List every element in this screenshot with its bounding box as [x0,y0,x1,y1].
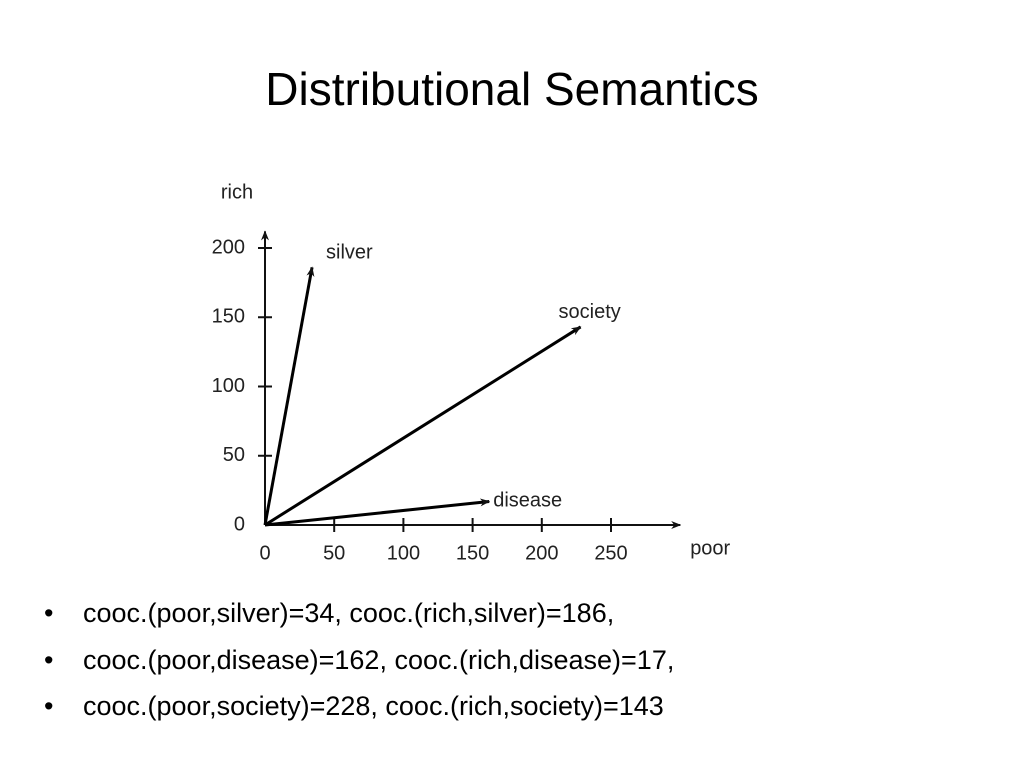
x-tick-label: 0 [259,542,270,564]
x-tick-label: 100 [387,542,420,564]
x-tick-label: 150 [456,542,489,564]
x-tick-label: 250 [594,542,627,564]
bullet-item: cooc.(poor,disease)=162, cooc.(rich,dise… [44,637,674,684]
x-axis-label: poor [690,537,730,559]
y-axis-label: rich [221,182,253,204]
vector-label: silver [326,242,373,264]
x-tick-label: 50 [323,542,345,564]
vector [263,266,315,526]
x-tick-label: 200 [525,542,558,564]
bullet-item: cooc.(poor,society)=228, cooc.(rich,soci… [44,683,674,730]
y-tick-label: 100 [212,375,245,397]
y-tick-label: 150 [212,306,245,328]
vector-label: society [559,301,621,323]
slide-title: Distributional Semantics [265,63,759,115]
vector [264,325,582,527]
y-tick-label: 50 [223,444,245,466]
vector [264,498,491,527]
y-tick-label: 0 [234,513,245,535]
vector-label: disease [493,490,562,512]
bullet-item: cooc.(poor,silver)=34, cooc.(rich,silver… [44,590,674,637]
bullet-list: cooc.(poor,silver)=34, cooc.(rich,silver… [44,590,674,730]
y-tick-label: 200 [212,236,245,258]
